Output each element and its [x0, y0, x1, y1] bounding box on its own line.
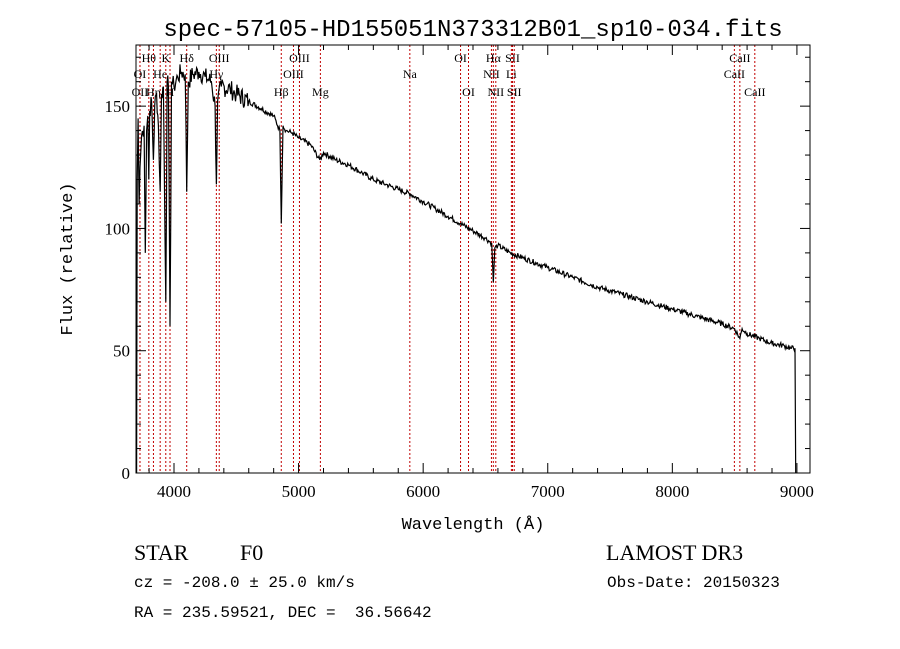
line-marker-label: CaII [724, 67, 745, 81]
line-marker-label: Hγ [209, 67, 224, 81]
x-tick-label: 4000 [157, 482, 191, 501]
line-marker-label: OIII [289, 51, 310, 65]
line-marker-label: He [153, 67, 167, 81]
coordinates-text: RA = 235.59521, DEC = 36.56642 [134, 604, 432, 622]
chart-title: spec-57105-HD155051N373312B01_sp10-034.f… [163, 17, 782, 44]
y-tick-label: 100 [105, 219, 131, 238]
line-marker-label: Hθ [142, 51, 157, 65]
redshift-text: cz = -208.0 ± 25.0 km/s [134, 574, 355, 592]
line-marker-label: OI [462, 85, 475, 99]
object-subclass: F0 [240, 540, 264, 565]
line-marker-label: Na [403, 67, 418, 81]
line-marker-label: SII [505, 51, 520, 65]
plot-frame [135, 44, 811, 474]
line-marker-label: OI [134, 67, 147, 81]
line-marker-label: OIII [283, 67, 304, 81]
line-marker-label: Hα [486, 51, 502, 65]
y-tick-label: 50 [113, 342, 130, 361]
line-marker-label: CaII [729, 51, 750, 65]
line-marker-label: K [161, 51, 170, 65]
obs-date-text: Obs-Date: 20150323 [607, 574, 780, 592]
x-tick-label: 7000 [531, 482, 565, 501]
survey-label: LAMOST DR3 [606, 540, 744, 565]
line-marker-label: NII [487, 85, 504, 99]
line-marker-label: SII [507, 85, 522, 99]
line-marker-label: Li [506, 67, 517, 81]
x-tick-label: 6000 [406, 482, 440, 501]
line-marker-label: NII [483, 67, 500, 81]
x-tick-label: 8000 [655, 482, 689, 501]
line-marker-label: OIII [209, 51, 230, 65]
y-tick-label: 150 [105, 97, 131, 116]
y-axis-label: Flux (relative) [59, 182, 78, 335]
x-tick-label: 9000 [780, 482, 814, 501]
line-marker-label: OI [454, 51, 467, 65]
line-marker-label: Hδ [180, 51, 195, 65]
object-class: STAR [134, 540, 189, 565]
line-marker-label: Hη [146, 85, 161, 99]
x-tick-label: 5000 [282, 482, 316, 501]
line-marker-label: Hβ [274, 85, 289, 99]
x-axis-label: Wavelength (Å) [402, 516, 545, 535]
spectrum-line [136, 64, 797, 474]
line-marker-label: CaII [744, 85, 765, 99]
y-tick-label: 0 [122, 464, 131, 483]
line-marker-label: H [166, 85, 175, 99]
line-marker-label: Mg [312, 85, 329, 99]
